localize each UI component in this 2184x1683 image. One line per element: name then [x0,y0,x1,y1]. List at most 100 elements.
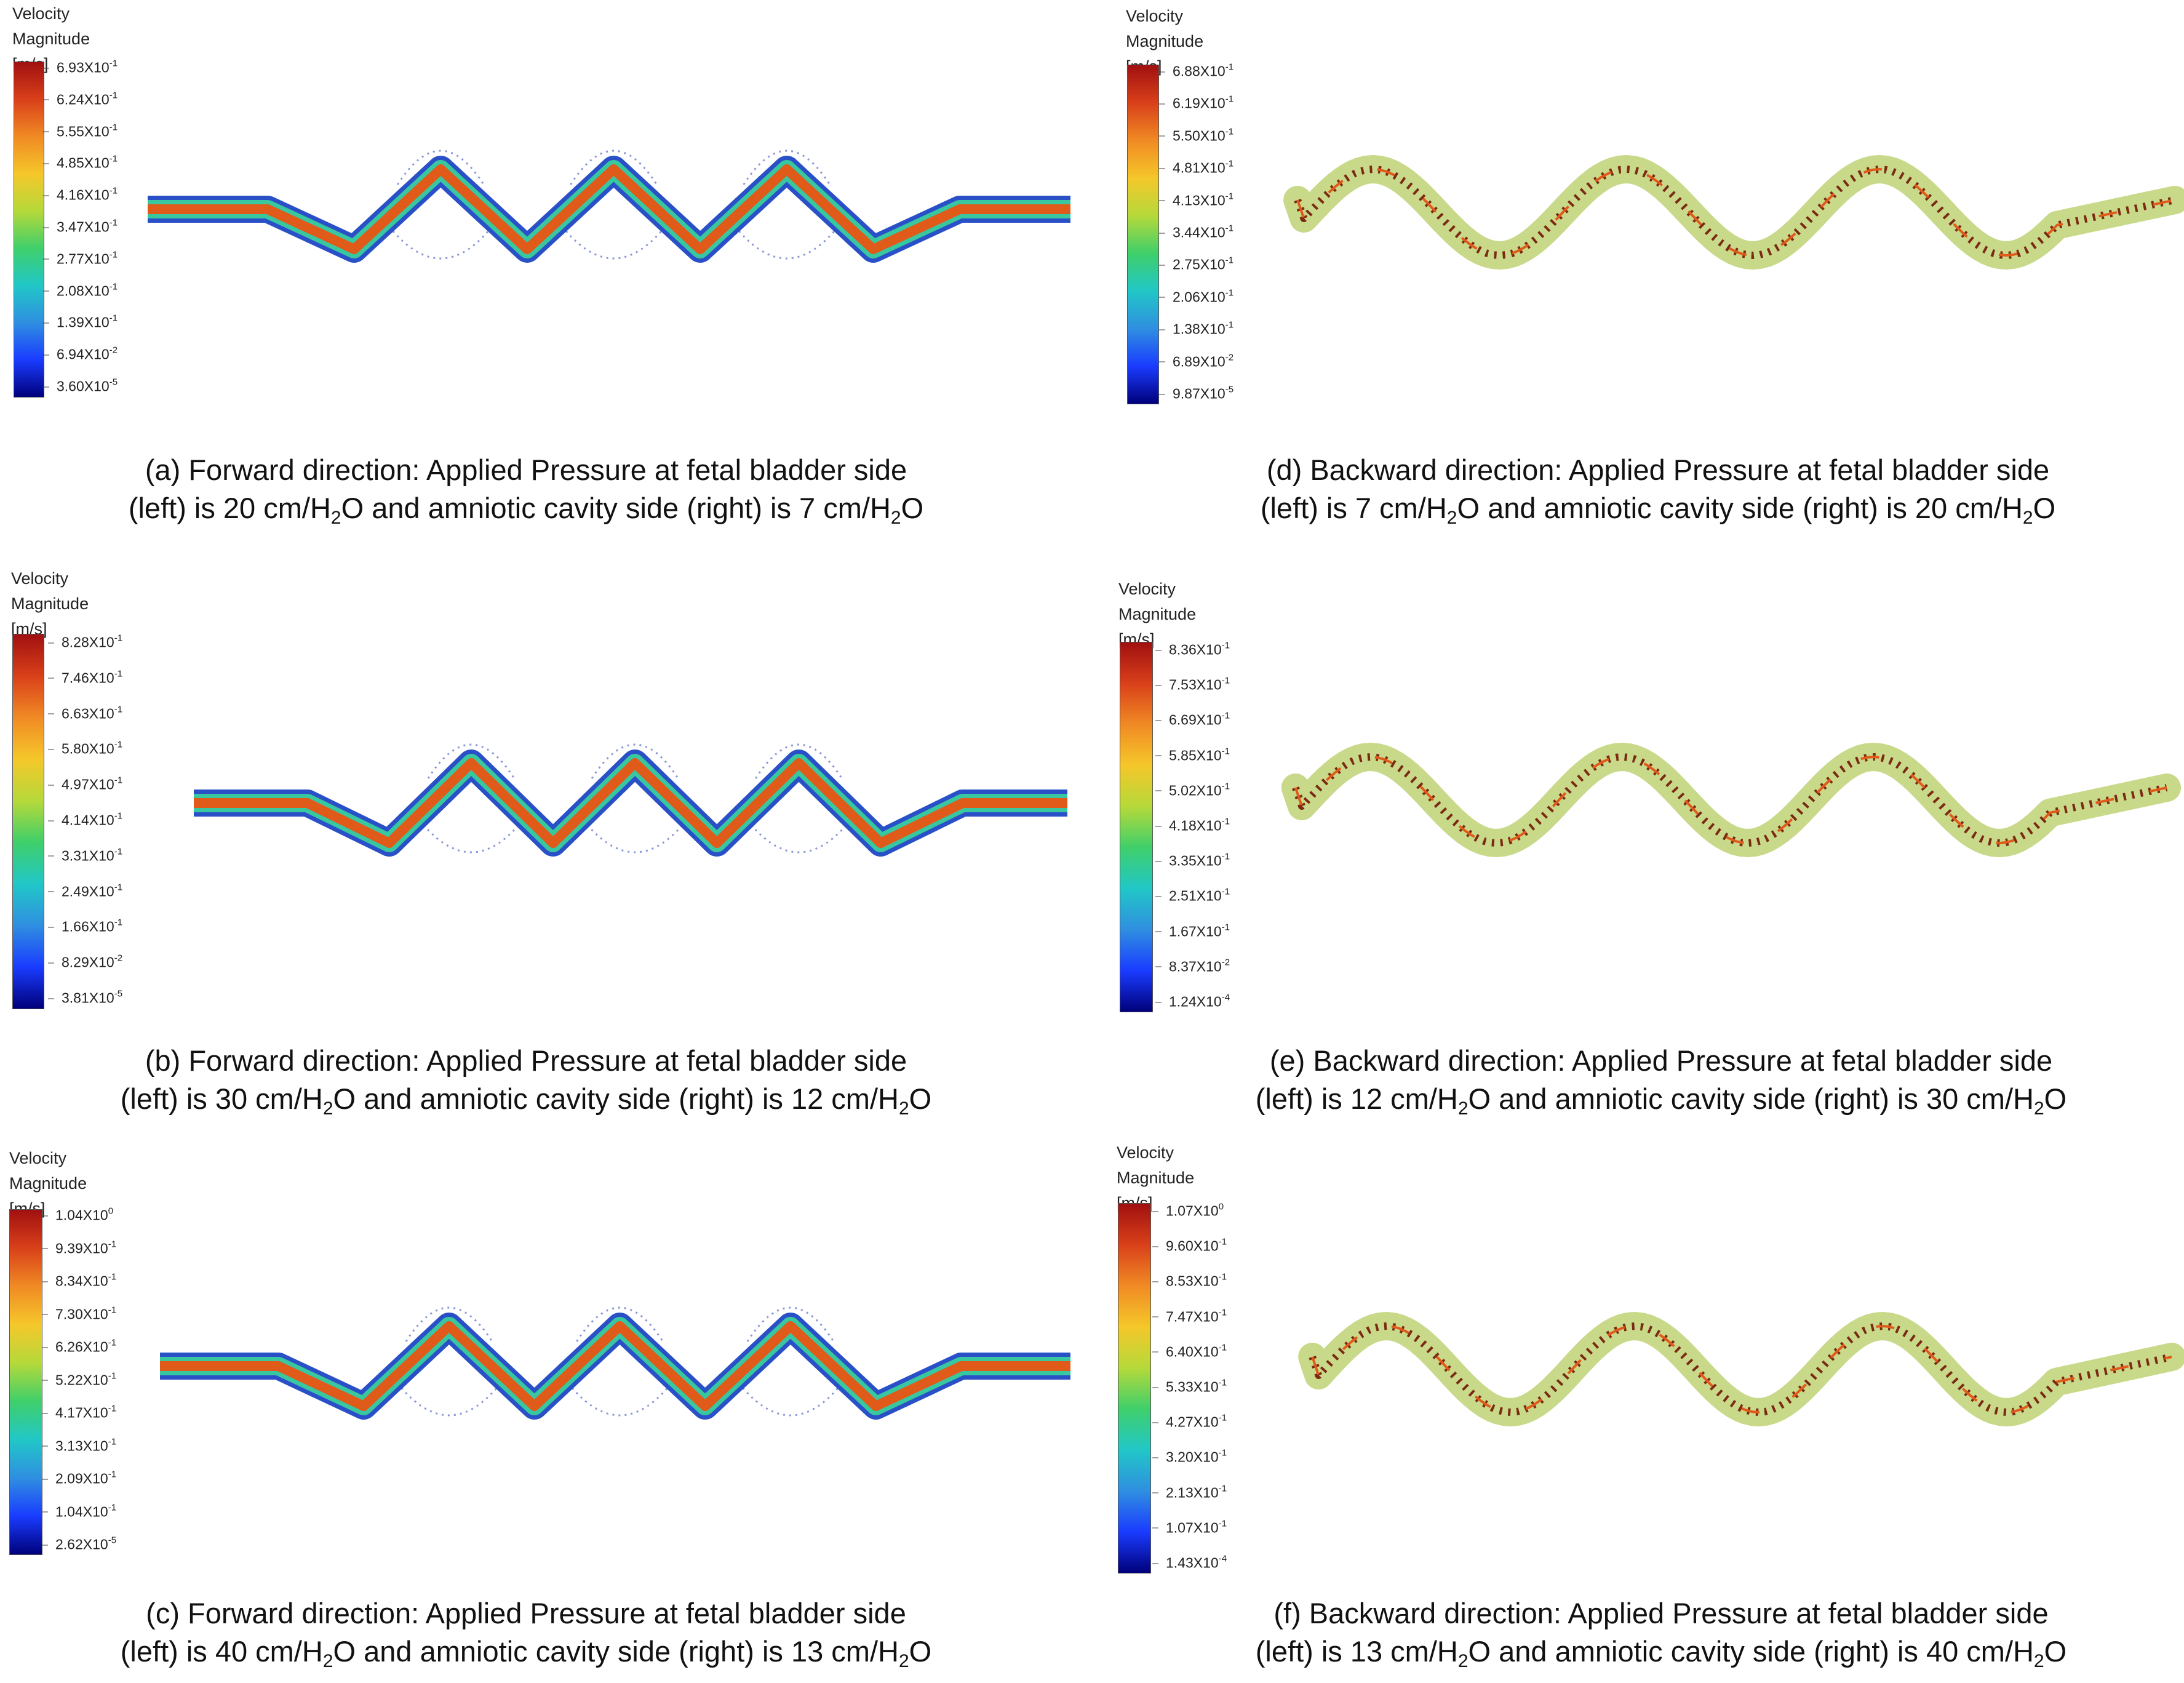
colorbar-tick-label: 3.44X10-1 [1158,223,1234,241]
colorbar-title-line1: Velocity [1118,580,1176,598]
colorbar-tick-label: 5.85X10-1 [1155,746,1230,764]
vector-band [1281,743,2181,857]
vector-arrows [1309,1322,2173,1416]
tube-core-flow [194,758,1067,848]
colorbar-gradient [1120,642,1153,1012]
flow-field-backward [1298,1312,2184,1426]
recirculation-arc [755,743,843,779]
recirculation-arc [576,1306,664,1342]
colorbar-tick-label: 2.51X10-1 [1155,886,1230,904]
colorbar-tick-label: 8.28X10-1 [47,633,123,650]
colorbar-tick-label: 2.09X10-1 [41,1469,117,1487]
flow-field-forward [160,1306,1070,1420]
colorbar-tick-label: 1.67X10-1 [1155,922,1230,940]
high-velocity-streak [1311,1325,2172,1413]
caption: (a) Forward direction: Applied Pressure … [25,451,1027,527]
recirculation-arc [385,221,497,260]
vector-arrows [1292,753,2168,847]
colorbar-tick-label: 8.37X10-2 [1155,957,1230,975]
colorbar-tick-label: 6.94X10-2 [42,345,118,362]
caption: (b) Forward direction: Applied Pressure … [25,1042,1027,1118]
recirculation-arc [730,221,843,260]
colorbar-tick-label: 5.33X10-1 [1152,1377,1227,1395]
colorbar-tick-label: 6.63X10-1 [47,704,123,722]
colorbar-title-line1: Velocity [1117,1143,1174,1162]
flow-field-backward [1283,155,2184,270]
recirculation-arc [743,815,855,853]
high-velocity-streak [1296,168,2175,257]
colorbar-tick-label: 1.39X10-1 [42,313,118,330]
caption-line1: (d) Backward direction: Applied Pressure… [1266,454,2050,486]
recirculation-arc [734,1378,847,1417]
colorbar-tick-label: 5.55X10-1 [42,122,118,140]
caption-line2: (left) is 40 cm/H2O and amniotic cavity … [120,1635,932,1671]
caption-line2: (left) is 30 cm/H2O and amniotic cavity … [120,1082,932,1119]
colorbar-tick-label: 1.04X10-1 [41,1502,117,1519]
tube-core-flow [160,1321,1070,1411]
colorbar-tick-label: 1.66X10-1 [47,917,123,935]
colorbar-tick-label: 9.87X10-5 [1158,384,1234,402]
caption-line1: (f) Backward direction: Applied Pressure… [1273,1597,2049,1629]
tube-core-flow [148,164,1070,254]
colorbar-tick-label: 6.26X10-1 [41,1337,117,1355]
caption: (e) Backward direction: Applied Pressure… [1144,1042,2178,1118]
colorbar-title-line1: Velocity [9,1149,67,1167]
colorbar-tick-label: 8.36X10-1 [1155,640,1230,658]
colorbar-tick-label: 2.49X10-1 [47,882,123,900]
colorbar-tick-label: 6.19X10-1 [1158,94,1234,111]
colorbar-tick-label: 5.50X10-1 [1158,126,1234,144]
flow-field-forward [194,743,1067,857]
recirculation-arc [591,743,679,779]
colorbar-tick-label: 4.13X10-1 [1158,191,1234,209]
colorbar-tick-label: 7.30X10-1 [41,1305,117,1322]
colorbar-tick-label: 8.53X10-1 [1152,1271,1227,1289]
colorbar-tick-label: 5.02X10-1 [1155,781,1230,799]
colorbar-tick-label: 3.81X10-5 [47,988,123,1006]
flow-field-backward [1281,743,2181,857]
colorbar-tick-label: 1.04X100 [41,1205,114,1223]
recirculation-arc [393,1378,506,1417]
recirculation-arc [564,1378,676,1417]
caption: (c) Forward direction: Applied Pressure … [25,1594,1027,1671]
colorbar-tick-label: 2.08X10-1 [42,281,118,299]
colorbar-tick-label: 7.53X10-1 [1155,675,1230,693]
colorbar-tick-label: 2.62X10-5 [41,1535,117,1553]
colorbar-tick-label: 4.14X10-1 [47,810,123,828]
high-velocity-streak [1294,756,2167,844]
colorbar-tick-label: 9.39X10-1 [41,1239,117,1256]
colorbar-tick-label: 1.24X10-4 [1155,992,1230,1010]
recirculation-arc [746,1306,835,1342]
colorbar-tick-label: 4.16X10-1 [42,185,118,203]
caption: (f) Backward direction: Applied Pressure… [1144,1594,2178,1671]
caption-line2: (left) is 20 cm/H2O and amniotic cavity … [128,492,924,528]
colorbar-tick-label: 5.22X10-1 [41,1370,117,1388]
colorbar-title: Velocity Magnitude [m/s] [11,566,89,642]
colorbar-tick-label: 5.80X10-1 [47,739,123,757]
recirculation-arc [415,815,528,853]
caption-line1: (e) Backward direction: Applied Pressure… [1269,1044,2053,1077]
colorbar-gradient [9,1209,42,1555]
colorbar-tick-label: 2.13X10-1 [1152,1483,1227,1501]
colorbar-tick-label: 7.47X10-1 [1152,1307,1227,1325]
colorbar-tick-label: 4.81X10-1 [1158,158,1234,176]
colorbar-tick-label: 7.46X10-1 [47,668,123,686]
colorbar-tick-label: 8.29X10-2 [47,953,123,970]
colorbar-tick-label: 3.47X10-1 [42,217,118,235]
colorbar-tick-label: 4.27X10-1 [1152,1412,1227,1430]
colorbar-tick-label: 1.07X100 [1152,1201,1224,1219]
caption: (d) Backward direction: Applied Pressure… [1135,451,2181,527]
colorbar-tick-label: 1.43X10-4 [1152,1553,1227,1571]
colorbar-tick-label: 6.24X10-1 [42,90,118,108]
recirculation-arc [557,221,670,260]
caption-line1: (a) Forward direction: Applied Pressure … [145,454,907,486]
colorbar-tick-label: 6.89X10-2 [1158,352,1234,370]
colorbar-gradient [1118,1203,1151,1573]
colorbar-tick-label: 4.17X10-1 [41,1403,117,1421]
colorbar-tick-label: 3.35X10-1 [1155,851,1230,869]
recirculation-arc [578,815,691,853]
colorbar-gradient [14,62,44,398]
colorbar-tick-label: 4.18X10-1 [1155,816,1230,834]
colorbar-tick-label: 9.60X10-1 [1152,1236,1227,1254]
colorbar-tick-label: 3.31X10-1 [47,846,123,864]
caption-line1: (c) Forward direction: Applied Pressure … [146,1597,906,1629]
